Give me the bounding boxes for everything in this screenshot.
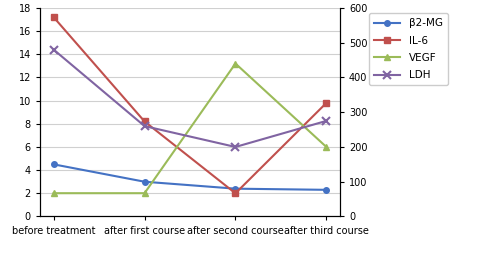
- LDH: [324, 119, 330, 122]
- LDH: [232, 145, 238, 149]
- VEGF: [50, 192, 56, 195]
- β2-MG: [232, 187, 238, 190]
- Line: β2-MG: β2-MG: [51, 162, 329, 193]
- VEGF: [232, 62, 238, 65]
- β2-MG: [324, 188, 330, 191]
- LDH: [142, 125, 148, 128]
- IL-6: [50, 16, 56, 19]
- β2-MG: [50, 163, 56, 166]
- Line: IL-6: IL-6: [51, 15, 329, 196]
- VEGF: [324, 145, 330, 149]
- β2-MG: [142, 180, 148, 183]
- LDH: [50, 48, 56, 51]
- IL-6: [142, 120, 148, 123]
- IL-6: [232, 192, 238, 195]
- Line: VEGF: VEGF: [50, 60, 330, 197]
- Legend: β2-MG, IL-6, VEGF, LDH: β2-MG, IL-6, VEGF, LDH: [369, 13, 448, 86]
- IL-6: [324, 101, 330, 105]
- Line: LDH: LDH: [50, 45, 330, 151]
- VEGF: [142, 192, 148, 195]
